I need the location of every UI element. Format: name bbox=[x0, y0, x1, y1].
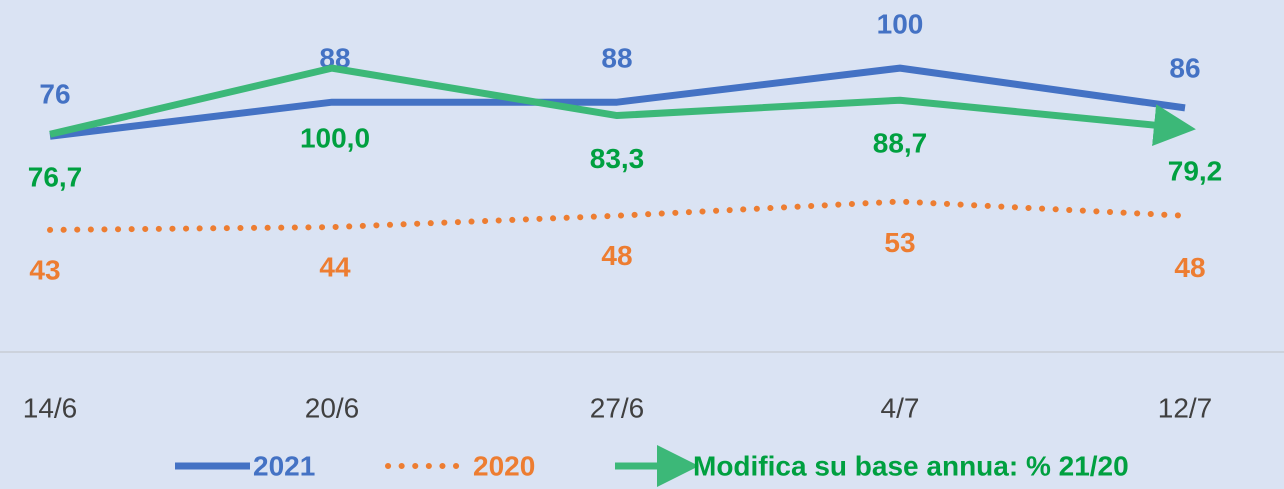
data-label: 48 bbox=[601, 240, 632, 271]
data-label: 100,0 bbox=[300, 123, 370, 154]
data-label: 79,2 bbox=[1168, 156, 1223, 187]
line-0 bbox=[49, 64, 1186, 140]
data-label: 48 bbox=[1174, 252, 1205, 283]
x-tick-label: 12/7 bbox=[1158, 392, 1213, 423]
legend-label: Modifica su base annua: % 21/20 bbox=[693, 450, 1129, 481]
x-tick-label: 4/7 bbox=[881, 392, 920, 423]
x-tick-label: 14/6 bbox=[23, 392, 78, 423]
legend-label: 2020 bbox=[473, 450, 535, 481]
data-label: 53 bbox=[884, 227, 915, 258]
x-tick-label: 27/6 bbox=[590, 392, 645, 423]
data-label: 44 bbox=[319, 251, 351, 282]
data-label: 86 bbox=[1169, 52, 1200, 83]
data-label: 76 bbox=[39, 79, 70, 110]
data-label: 88 bbox=[601, 43, 632, 74]
line-2 bbox=[49, 64, 1196, 147]
x-tick-label: 20/6 bbox=[305, 392, 360, 423]
data-label: 88,7 bbox=[873, 128, 928, 159]
data-label: 83,3 bbox=[590, 143, 645, 174]
line-1 bbox=[47, 198, 1188, 233]
legend-label: 2021 bbox=[253, 450, 315, 481]
data-label: 100 bbox=[877, 9, 924, 40]
data-label: 76,7 bbox=[28, 162, 83, 193]
data-label: 43 bbox=[29, 254, 60, 285]
